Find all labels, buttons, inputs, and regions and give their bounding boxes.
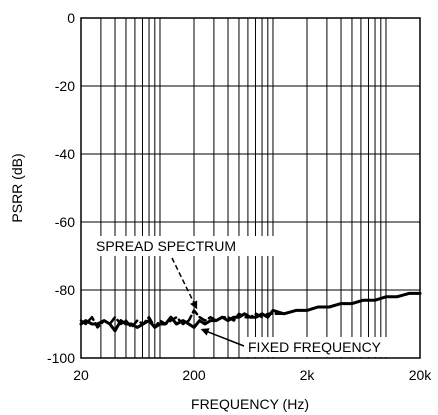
series-line-2: [79, 291, 422, 333]
y-tick-label: -100: [47, 350, 75, 366]
annotation-arrow: [171, 257, 198, 310]
annotation-fixed-frequency: FIXED FREQUENCY: [248, 339, 382, 355]
grid: [80, 17, 421, 359]
x-tick-label: 200: [182, 367, 206, 383]
x-tick-label: 20k: [409, 367, 433, 383]
annotation-arrow: [200, 328, 245, 347]
x-tick-label: 20: [73, 367, 89, 383]
y-tick-label: 0: [67, 10, 75, 26]
x-tick-label: 2k: [300, 367, 316, 383]
annotation-bg: [94, 236, 284, 256]
y-axis-label: PSRR (dB): [9, 153, 25, 222]
annotation-spread-spectrum: SPREAD SPECTRUM: [96, 238, 236, 254]
y-tick-label: -20: [55, 78, 75, 94]
series-layer: [79, 291, 422, 333]
annotation-bg: [244, 337, 416, 357]
annotations: SPREAD SPECTRUM FIXED FREQUENCY: [94, 236, 416, 357]
series-line-1: [79, 292, 422, 329]
y-tick-label: -80: [55, 282, 75, 298]
plot-frame: [80, 17, 421, 359]
y-tick-label: -60: [55, 214, 75, 230]
tick-labels: 20 200 2k 20k 0 -20 -40 -60 -80 -100: [47, 10, 432, 383]
y-tick-label: -40: [55, 146, 75, 162]
x-axis-label: FREQUENCY (Hz): [191, 396, 309, 412]
